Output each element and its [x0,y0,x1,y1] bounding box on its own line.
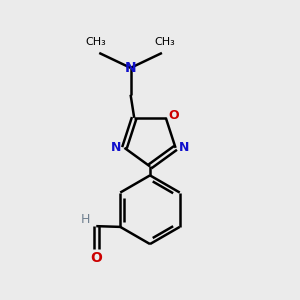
Text: O: O [169,109,179,122]
Text: H: H [81,213,91,226]
Text: N: N [111,141,121,154]
Text: N: N [179,141,189,154]
Text: N: N [125,61,136,75]
Text: CH₃: CH₃ [154,37,175,47]
Text: CH₃: CH₃ [86,37,106,47]
Text: O: O [90,250,102,265]
